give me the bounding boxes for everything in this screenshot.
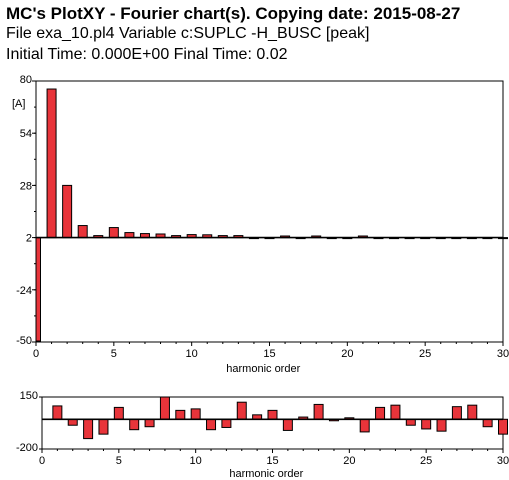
chart-1-bar-h8 [159,396,170,420]
chart-0-plot-frame [35,80,504,343]
chart-1-bar-h12 [221,418,232,428]
chart-1-bar-h1 [52,405,63,420]
chart-1-bar-h27 [451,406,462,420]
chart-1-bar-h22 [375,406,386,420]
chart-1-xtick-label: 5 [116,455,122,467]
chart-1-bar-h5 [113,406,124,420]
chart-1-bar-h29 [482,418,493,428]
chart-0-xtick-label: 10 [186,348,198,360]
chart-0-xtick-label: 0 [33,348,39,360]
chart-1-x-axis-label: harmonic order [229,468,303,480]
chart-0-bar-h3 [77,225,88,239]
chart-1-bar-h13 [236,401,247,420]
chart-0-ytick-label: 80 [20,74,32,86]
chart-title: MC's PlotXY - Fourier chart(s). Copying … [6,4,461,23]
chart-0-bar-h1 [46,88,57,239]
time-range-info: Initial Time: 0.000E+00 Final Time: 0.02 [6,46,288,63]
chart-1-plot-frame [41,396,504,450]
chart-1-xtick-label: 25 [420,455,432,467]
chart-1-bar-h23 [390,404,401,420]
chart-1-bar-h10 [190,408,201,420]
chart-1-xtick-label: 10 [190,455,202,467]
chart-0-xtick-label: 15 [263,348,275,360]
chart-0-bar-h2 [62,184,73,239]
chart-1-bar-h2 [67,418,78,426]
chart-1-ytick-label: -200 [16,442,38,454]
chart-0-ytick-label: -24 [16,285,32,297]
chart-1-bar-h24 [405,418,416,426]
chart-0-ytick-label: -50 [16,335,32,347]
chart-0-bar-h5 [108,227,119,239]
chart-1-bar-h26 [436,418,447,432]
chart-1-bar-h30 [498,418,508,435]
chart-1-xtick-label: 15 [266,455,278,467]
chart-1-bar-h21 [359,418,370,433]
chart-1-bar-h15 [267,409,278,420]
chart-1-bar-h9 [175,409,186,420]
chart-1-bar-h25 [421,418,432,430]
chart-1-ytick-label: 150 [20,390,38,402]
file-variable-info: File exa_10.pl4 Variable c:SUPLC -H_BUSC… [6,25,370,42]
chart-1-bar-h18 [313,403,324,420]
chart-1-bar-h3 [83,418,94,440]
chart-1-bar-h7 [144,418,155,428]
chart-0-ytick-label: 28 [20,180,32,192]
chart-1-bar-h16 [282,418,293,431]
chart-0-ytick-label: 54 [20,128,32,140]
chart-1-xtick-label: 30 [497,455,509,467]
chart-0-xtick-label: 30 [497,348,509,360]
chart-0-x-axis-label: harmonic order [226,363,300,375]
chart-0-xtick-label: 5 [111,348,117,360]
chart-0-unit-label: [A] [12,98,25,110]
chart-0-bar-h0 [35,237,41,342]
chart-1-xtick-label: 0 [39,455,45,467]
chart-0-xtick-label: 25 [419,348,431,360]
chart-1-bar-h6 [129,418,140,431]
chart-1-xtick-label: 20 [343,455,355,467]
chart-0-xtick-label: 20 [341,348,353,360]
chart-1-bar-h11 [206,418,217,431]
chart-1-bar-h28 [467,404,478,420]
chart-1-bar-h4 [98,418,109,435]
chart-0-ytick-label: 2 [26,233,32,245]
amplitude-chart: 80 54 28 2 -24 -50 [A] 0 5 10 15 20 25 30 harmonic ord… [12,74,509,375]
